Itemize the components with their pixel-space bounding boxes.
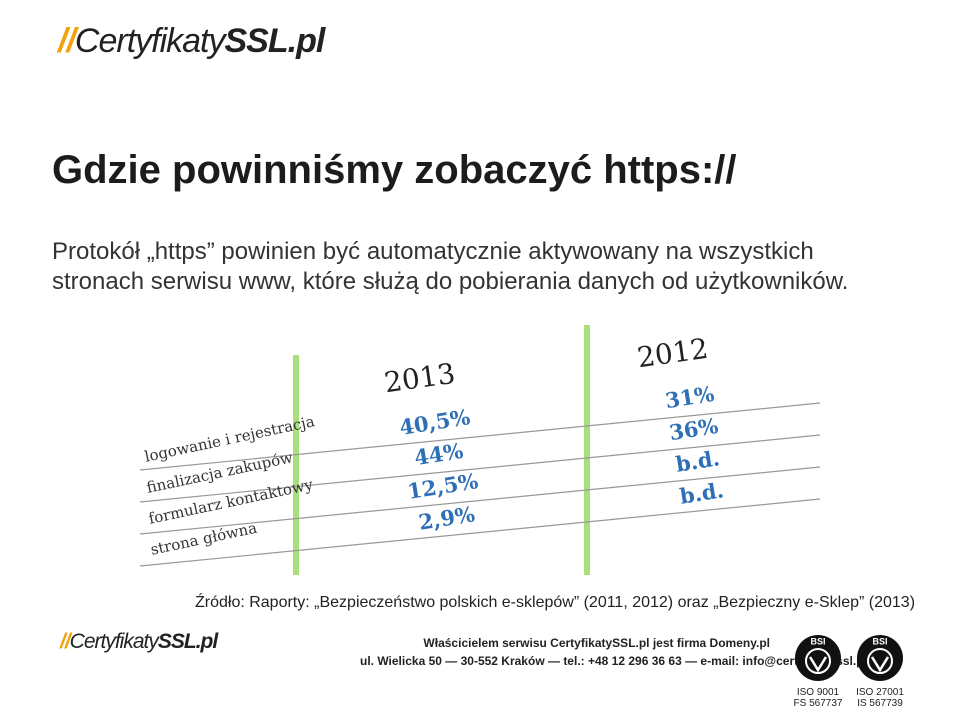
footer-logo: //CertyfikatySSL.pl xyxy=(60,630,218,654)
cell-value: b.d. xyxy=(674,445,721,477)
row-line xyxy=(139,402,821,471)
footer-line: Właścicielem serwisu CertyfikatySSL.pl j… xyxy=(423,636,770,650)
badge-circle xyxy=(857,635,903,681)
certificate: BSI ISO 9001 FS 567737 xyxy=(788,630,848,709)
badge-mark xyxy=(808,656,828,673)
badge-inner xyxy=(867,648,893,674)
badge-mark xyxy=(870,656,890,673)
row-label: strona główna xyxy=(149,519,259,559)
footer-text: Właścicielem serwisu CertyfikatySSL.pl j… xyxy=(360,634,867,670)
badge-circle xyxy=(795,635,841,681)
cert-number: FS 567737 xyxy=(793,698,843,709)
slide-title: Gdzie powinniśmy zobaczyć https:// xyxy=(52,148,737,192)
cert-badge: BSI xyxy=(857,635,903,681)
cell-value: b.d. xyxy=(678,477,725,509)
logo-brand: Certyfikaty xyxy=(69,630,159,653)
cert-standard: ISO 27001 xyxy=(856,687,904,698)
paragraph: Protokół „https” powinien być automatycz… xyxy=(52,238,849,295)
badge-inner xyxy=(805,648,831,674)
badge-text: BSI xyxy=(872,636,887,646)
cell-value: 40,5% xyxy=(398,404,472,440)
logo-suffix: .pl xyxy=(195,630,218,653)
badge-text: BSI xyxy=(810,636,825,646)
row-line xyxy=(139,434,821,503)
logo-prefix: // xyxy=(58,22,76,60)
logo-highlight: SSL xyxy=(224,22,289,60)
cell-value: 31% xyxy=(663,381,716,413)
logo-highlight: SSL xyxy=(157,630,197,653)
logo-suffix: .pl xyxy=(287,22,326,60)
cell-value: 12,5% xyxy=(406,468,480,504)
divider xyxy=(584,325,590,575)
logo-prefix: // xyxy=(60,630,71,653)
cert-badge: BSI xyxy=(795,635,841,681)
certificate: BSI ISO 27001 IS 567739 xyxy=(850,630,910,709)
row-line xyxy=(139,498,821,567)
header-logo: //CertyfikatySSL.pl xyxy=(58,22,326,61)
cert-number: IS 567739 xyxy=(857,698,903,709)
column-header: 2012 xyxy=(635,332,710,375)
footer-line: ul. Wielicka 50 — 30-552 Kraków — tel.: … xyxy=(360,654,867,668)
source: Źródło: Raporty: „Bezpieczeństwo polskic… xyxy=(194,594,916,611)
column-header: 2013 xyxy=(382,357,457,400)
divider xyxy=(293,355,299,575)
cert-standard: ISO 9001 xyxy=(796,687,840,698)
logo-brand: Certyfikaty xyxy=(74,22,226,60)
row-line xyxy=(139,466,821,535)
